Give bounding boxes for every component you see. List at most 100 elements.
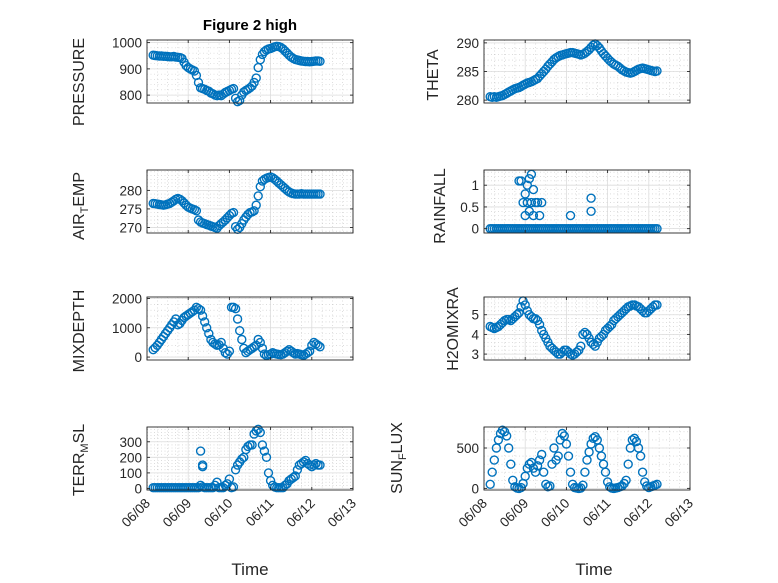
data-point <box>290 471 300 481</box>
data-point <box>627 435 637 445</box>
data-point <box>255 337 265 348</box>
data-point <box>524 173 534 184</box>
data-point <box>255 181 265 192</box>
data-point <box>261 452 272 462</box>
data-point <box>210 339 220 349</box>
y-tick-label: 900 <box>119 62 142 77</box>
data-point <box>228 482 239 492</box>
data-point <box>305 346 315 356</box>
data-point <box>249 77 259 88</box>
data-point <box>561 439 572 449</box>
subplot-pressure: Figure 2 high PRESSURE 800 900 1000 <box>71 17 354 126</box>
data-point <box>257 343 268 353</box>
data-point <box>623 459 633 469</box>
data-point <box>315 56 325 66</box>
data-point <box>251 73 261 83</box>
data-point <box>506 459 516 469</box>
data-point <box>487 467 497 477</box>
data-point <box>234 326 245 336</box>
y-tick-label: 290 <box>456 36 479 51</box>
data-point <box>537 197 547 208</box>
data-point <box>230 304 241 314</box>
axes-box-sun-flux <box>483 426 691 491</box>
y-tick-label: 0 <box>134 481 142 496</box>
data-point <box>201 323 212 333</box>
markers-air-temp <box>148 172 325 235</box>
data-point <box>549 443 559 453</box>
data-point <box>220 348 231 358</box>
markers-terr-msl <box>148 424 325 493</box>
ylabel-pressure: PRESSURE <box>71 38 88 126</box>
data-point <box>313 340 323 350</box>
data-point <box>514 308 524 318</box>
axes-box-rainfall <box>483 169 691 234</box>
data-point <box>224 474 235 484</box>
data-point <box>586 206 596 217</box>
subplot-air-temp: AIRTEMP 270 275 280 <box>71 169 354 240</box>
data-point <box>234 95 245 106</box>
y-tick-label: 1000 <box>112 321 142 336</box>
y-tick-label: 280 <box>119 183 142 198</box>
markers-sun-flux <box>485 425 662 494</box>
data-point <box>528 184 539 195</box>
data-point <box>249 206 259 216</box>
data-point <box>255 427 265 438</box>
data-point <box>224 346 235 356</box>
y-tick-label: 3 <box>471 347 479 362</box>
data-point <box>228 302 239 312</box>
ylabel-rainfall: RAINFALL <box>432 168 449 244</box>
ylabel-h2omixra: H2OMIXRA <box>445 287 462 371</box>
data-point <box>504 443 514 453</box>
data-point <box>228 207 239 218</box>
data-point <box>195 446 206 456</box>
data-point <box>532 461 543 471</box>
y-tick-label: 0.5 <box>460 200 479 215</box>
subplot-h2omixra: H2OMIXRA 3 4 5 <box>445 287 691 371</box>
data-point <box>309 460 319 470</box>
data-point <box>576 341 586 351</box>
data-point <box>282 346 292 356</box>
data-point <box>311 458 321 469</box>
data-point <box>652 66 662 76</box>
data-point <box>637 467 648 477</box>
data-point <box>204 328 214 339</box>
data-point <box>489 455 499 465</box>
data-point <box>195 305 206 315</box>
data-point <box>534 210 545 221</box>
data-point <box>216 337 226 348</box>
data-point <box>288 472 298 483</box>
data-point <box>652 300 662 310</box>
data-point <box>247 440 257 450</box>
markers-h2omixra <box>485 296 662 360</box>
data-point <box>255 55 265 65</box>
data-point <box>541 479 551 489</box>
data-point <box>228 83 239 94</box>
ylabel-sun-flux: SUNFLUX <box>389 422 409 494</box>
ylabel-air-temp: AIRTEMP <box>71 172 91 240</box>
y-tick-label: 500 <box>456 441 479 456</box>
axes-box-h2omixra <box>483 296 691 361</box>
data-point <box>539 467 549 477</box>
data-point <box>493 435 504 445</box>
y-tick-label: 275 <box>119 202 142 217</box>
data-point <box>315 460 325 470</box>
data-point <box>189 66 200 76</box>
data-point <box>232 96 243 107</box>
data-point <box>191 206 202 216</box>
data-point <box>197 311 208 321</box>
subplot-rainfall: RAINFALL 0 0.5 1 <box>432 168 691 244</box>
data-point <box>553 451 563 461</box>
data-point <box>237 454 247 464</box>
data-point <box>502 431 512 441</box>
y-tick-label: 1000 <box>112 36 142 51</box>
data-point <box>578 480 588 490</box>
y-tick-label: 300 <box>119 435 142 450</box>
data-point <box>199 317 210 327</box>
data-point <box>516 176 526 186</box>
data-point <box>537 449 547 460</box>
y-tick-label: 200 <box>119 450 142 465</box>
data-point <box>251 200 261 210</box>
y-tick-label: 5 <box>471 308 479 323</box>
y-tick-label: 1 <box>471 178 479 193</box>
